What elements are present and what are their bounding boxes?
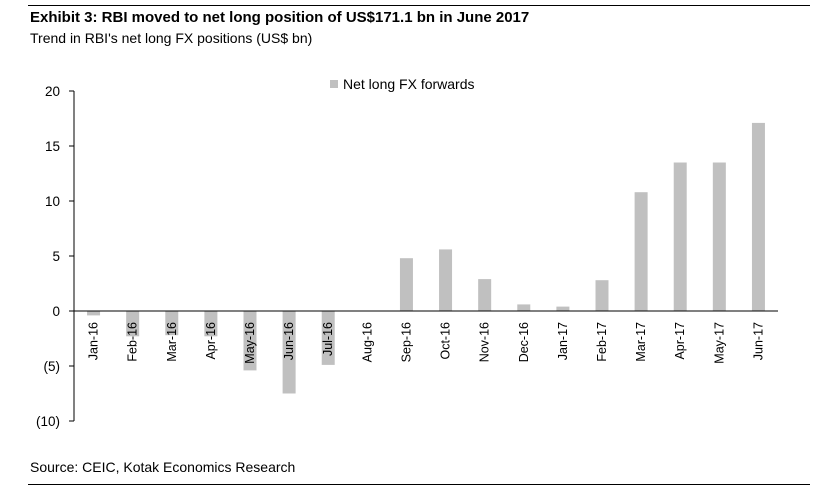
bar	[399, 258, 413, 311]
bar	[478, 279, 492, 311]
bar	[87, 311, 101, 316]
x-category-label: Feb-17	[595, 322, 609, 362]
y-tick-label: 5	[52, 249, 60, 264]
bar	[751, 122, 765, 312]
bar	[673, 162, 687, 311]
bottom-rule	[28, 484, 810, 485]
x-category-label: Jun-17	[751, 322, 765, 360]
bar	[517, 304, 531, 311]
legend-swatch	[330, 80, 338, 88]
chart-subtitle: Trend in RBI's net long FX positions (US…	[30, 30, 313, 46]
x-category-label: Mar-16	[165, 322, 179, 362]
x-category-label: Jan-16	[87, 322, 101, 360]
x-category-label: Jun-16	[282, 322, 296, 360]
x-category-label: Mar-17	[634, 322, 648, 362]
y-tick-label: 15	[45, 139, 60, 154]
bar	[243, 311, 257, 371]
y-tick-label: 0	[52, 304, 60, 319]
x-category-label: Aug-16	[360, 322, 374, 362]
x-category-label: Apr-17	[673, 322, 687, 360]
bar	[282, 311, 296, 394]
y-tick-label: (5)	[44, 359, 61, 374]
bar	[595, 280, 609, 311]
source-note: Source: CEIC, Kotak Economics Research	[30, 459, 296, 475]
x-category-label: Oct-16	[439, 322, 453, 360]
x-category-label: Dec-16	[517, 322, 531, 362]
x-category-label: Apr-16	[204, 322, 218, 360]
bar	[204, 311, 218, 337]
bar	[556, 306, 570, 311]
y-tick-label: (10)	[36, 414, 60, 429]
bar	[126, 311, 140, 337]
x-category-label: May-16	[243, 322, 257, 364]
x-category-label: Jan-17	[556, 322, 570, 360]
y-tick-label: 20	[45, 84, 60, 99]
bar	[321, 311, 335, 365]
bar	[165, 311, 179, 336]
y-tick-label: 10	[45, 194, 60, 209]
bar	[634, 192, 648, 311]
chart-title: Exhibit 3: RBI moved to net long positio…	[30, 9, 530, 26]
x-category-label: Sep-16	[399, 322, 413, 362]
x-category-label: Jul-16	[321, 322, 335, 356]
bar	[439, 249, 453, 311]
top-rule	[28, 5, 810, 6]
x-category-label: Nov-16	[478, 322, 492, 362]
legend-label: Net long FX forwards	[343, 76, 475, 92]
x-category-label: May-17	[712, 322, 726, 364]
x-category-label: Feb-16	[126, 322, 140, 362]
bar	[712, 162, 726, 311]
